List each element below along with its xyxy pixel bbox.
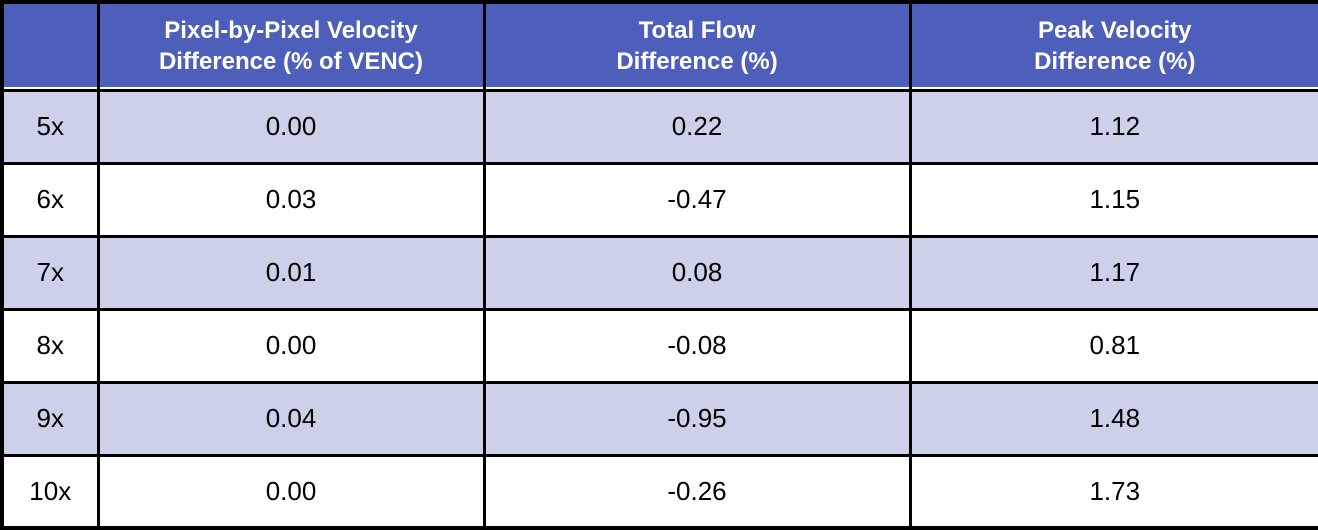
value-cell-pixel-velocity: 0.00 bbox=[96, 88, 486, 165]
value-cell-total-flow: 0.22 bbox=[482, 88, 912, 165]
value-cell-total-flow: -0.47 bbox=[482, 161, 912, 238]
table-row-7x: 7x 0.01 0.08 1.17 bbox=[0, 234, 1318, 311]
row-label-cell: 6x bbox=[0, 161, 100, 238]
value-cell-peak-velocity: 1.12 bbox=[908, 88, 1318, 165]
header-cell-peak-velocity-difference: Peak Velocity Difference (%) bbox=[908, 0, 1318, 92]
table-row-5x: 5x 0.00 0.22 1.12 bbox=[0, 88, 1318, 165]
value-cell-pixel-velocity: 0.00 bbox=[96, 307, 486, 384]
row-label-cell: 5x bbox=[0, 88, 100, 165]
header-cell-total-flow-difference: Total Flow Difference (%) bbox=[482, 0, 912, 92]
table-row-6x: 6x 0.03 -0.47 1.15 bbox=[0, 161, 1318, 238]
table-row-9x: 9x 0.04 -0.95 1.48 bbox=[0, 380, 1318, 457]
row-label-cell: 9x bbox=[0, 380, 100, 457]
row-label-cell: 10x bbox=[0, 453, 100, 530]
value-cell-pixel-velocity: 0.00 bbox=[96, 453, 486, 530]
table-row-10x: 10x 0.00 -0.26 1.73 bbox=[0, 453, 1318, 530]
header-cell-empty bbox=[0, 0, 100, 92]
value-cell-total-flow: -0.26 bbox=[482, 453, 912, 530]
table-body: 5x 0.00 0.22 1.12 6x 0.03 -0.47 1.15 7x … bbox=[0, 88, 1318, 530]
header-row: Pixel-by-Pixel Velocity Difference (% of… bbox=[0, 0, 1318, 92]
header-cell-pixel-velocity-difference: Pixel-by-Pixel Velocity Difference (% of… bbox=[96, 0, 486, 92]
table-row-8x: 8x 0.00 -0.08 0.81 bbox=[0, 307, 1318, 384]
table-header: Pixel-by-Pixel Velocity Difference (% of… bbox=[0, 0, 1318, 92]
value-cell-pixel-velocity: 0.01 bbox=[96, 234, 486, 311]
value-cell-peak-velocity: 1.48 bbox=[908, 380, 1318, 457]
value-cell-total-flow: -0.08 bbox=[482, 307, 912, 384]
value-cell-peak-velocity: 1.15 bbox=[908, 161, 1318, 238]
value-cell-total-flow: 0.08 bbox=[482, 234, 912, 311]
value-cell-pixel-velocity: 0.04 bbox=[96, 380, 486, 457]
value-cell-total-flow: -0.95 bbox=[482, 380, 912, 457]
value-cell-pixel-velocity: 0.03 bbox=[96, 161, 486, 238]
row-label-cell: 8x bbox=[0, 307, 100, 384]
value-cell-peak-velocity: 1.73 bbox=[908, 453, 1318, 530]
value-cell-peak-velocity: 1.17 bbox=[908, 234, 1318, 311]
row-label-cell: 7x bbox=[0, 234, 100, 311]
value-cell-peak-velocity: 0.81 bbox=[908, 307, 1318, 384]
